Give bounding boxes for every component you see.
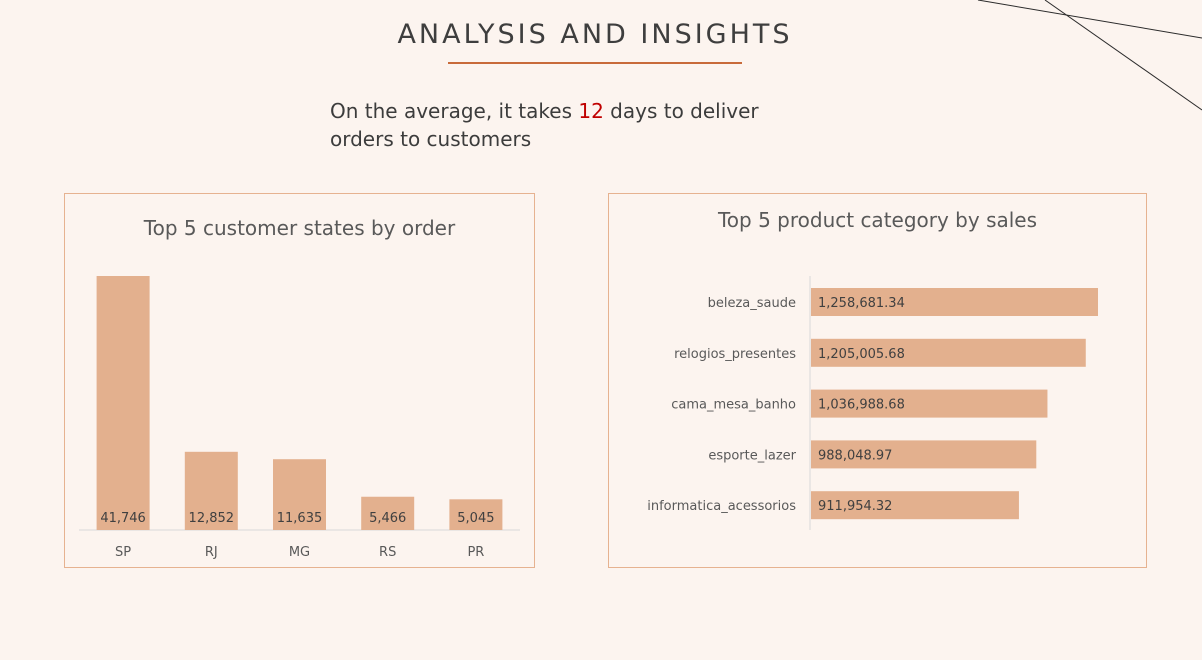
states-tick-label: SP: [115, 545, 131, 560]
categories-chart-title: Top 5 product category by sales: [717, 208, 1038, 232]
categories-tick-label: relogios_presentes: [674, 347, 796, 362]
insight-prefix: On the average, it takes: [330, 99, 579, 123]
categories-value-label: 1,036,988.68: [818, 398, 905, 413]
states-chart-title: Top 5 customer states by order: [143, 216, 456, 240]
states-chart-panel: Top 5 customer states by order 41,746 SP 1…: [64, 193, 535, 568]
insight-suffix: days to deliver orders to customers: [330, 99, 759, 151]
categories-chart-panel: Top 5 product category by sales 1,258,68…: [608, 193, 1147, 568]
insight-number: 12: [578, 99, 604, 123]
categories-value-label: 1,258,681.34: [818, 296, 905, 311]
categories-bar-informatica_acessorios: [811, 491, 1019, 520]
states-value-label: 12,852: [189, 511, 235, 526]
categories-bar-cama_mesa_banho: [811, 389, 1048, 418]
states-bar-rj: [184, 451, 238, 530]
categories-value-label: 911,954.32: [818, 499, 892, 514]
categories-bar-chart: 1,258,681.34 beleza_saude 1,205,005.68 relo…: [647, 276, 1098, 530]
states-value-label: 5,466: [369, 511, 406, 526]
states-bar-rs: [361, 496, 415, 530]
states-bar-mg: [273, 459, 326, 530]
categories-bar-relogios_presentes: [811, 338, 1086, 367]
insight-text: On the average, it takes 12 days to deli…: [330, 97, 800, 153]
states-tick-label: RJ: [205, 545, 218, 560]
categories-tick-label: informatica_acessorios: [647, 499, 796, 514]
categories-value-label: 1,205,005.68: [818, 347, 905, 362]
states-tick-label: RS: [379, 545, 396, 560]
states-bar-chart: 41,746 SP 12,852 RJ 11,635 MG 5,466 RS 5,045 PR: [79, 276, 520, 560]
states-tick-label: MG: [289, 545, 310, 560]
categories-tick-label: esporte_lazer: [708, 448, 796, 463]
page-title: ANALYSIS AND INSIGHTS: [397, 19, 793, 50]
categories-tick-label: beleza_saude: [708, 296, 796, 311]
states-bar-pr: [449, 499, 503, 530]
states-bar-sp: [96, 276, 150, 530]
categories-value-label: 988,048.97: [818, 448, 892, 463]
states-value-label: 11,635: [277, 511, 323, 526]
states-tick-label: PR: [467, 545, 484, 560]
categories-bar-beleza_saude: [811, 288, 1098, 316]
title-underline: [448, 62, 742, 64]
categories-bar-esporte_lazer: [811, 440, 1037, 469]
states-value-label: 5,045: [457, 511, 494, 526]
states-value-label: 41,746: [100, 511, 146, 526]
categories-tick-label: cama_mesa_banho: [671, 398, 796, 413]
